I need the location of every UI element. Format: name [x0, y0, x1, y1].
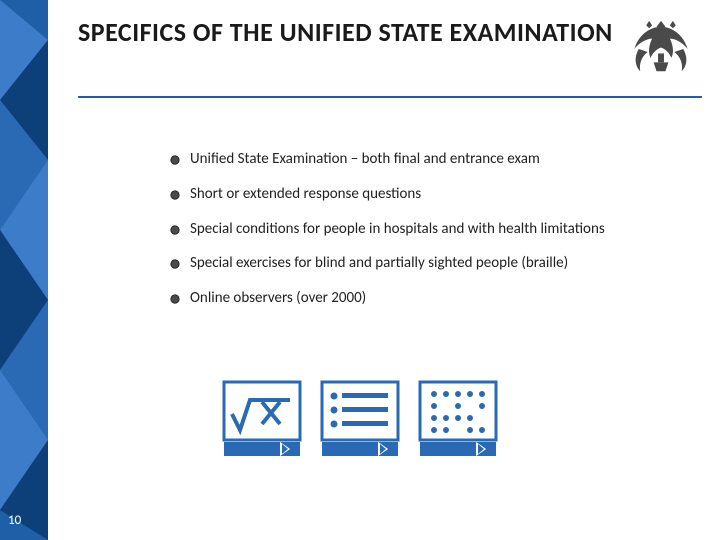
list-item-text: Unified State Examination – both final a… — [190, 150, 540, 169]
list-item: Unified State Examination – both final a… — [170, 150, 680, 169]
bullet-marker-icon — [170, 190, 180, 200]
bullet-marker-icon — [170, 225, 180, 235]
list-item: Special conditions for people in hospita… — [170, 220, 680, 239]
list-item-text: Short or extended response questions — [190, 185, 421, 204]
bullet-marker-icon — [170, 294, 180, 304]
left-decor-strip: 10 — [0, 0, 48, 540]
list-item-text: Special exercises for blind and partiall… — [190, 254, 568, 273]
list-item-text: Online observers (over 2000) — [190, 289, 366, 308]
braille-icon — [418, 380, 498, 460]
list-item: Short or extended response questions — [170, 185, 680, 204]
bullet-marker-icon — [170, 155, 180, 165]
slide: 10 SPECIFICS OF THE UNIFIED STATE EXAMIN… — [0, 0, 720, 540]
icon-row — [222, 380, 498, 460]
list-icon — [320, 380, 400, 460]
list-item: Special exercises for blind and partiall… — [170, 254, 680, 273]
emblem-icon — [624, 12, 698, 86]
bullet-marker-icon — [170, 259, 180, 269]
title-underline — [78, 96, 702, 98]
geometric-pattern-icon — [0, 0, 48, 540]
page-number: 10 — [8, 513, 21, 528]
header: SPECIFICS OF THE UNIFIED STATE EXAMINATI… — [78, 18, 702, 48]
bullet-list: Unified State Examination – both final a… — [170, 150, 680, 324]
math-root-icon — [222, 380, 302, 460]
list-item-text: Special conditions for people in hospita… — [190, 220, 605, 239]
list-item: Online observers (over 2000) — [170, 289, 680, 308]
page-title: SPECIFICS OF THE UNIFIED STATE EXAMINATI… — [78, 18, 702, 48]
